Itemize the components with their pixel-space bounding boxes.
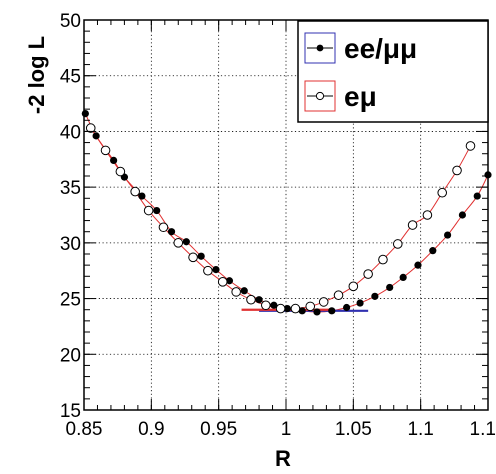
data-point-ee-mumu bbox=[298, 307, 306, 315]
data-point-ee-mumu bbox=[110, 156, 118, 164]
data-point-emu bbox=[130, 186, 140, 197]
data-point-ee-mumu bbox=[197, 252, 205, 260]
data-point-emu bbox=[85, 123, 96, 133]
data-point-ee-mumu bbox=[182, 238, 190, 246]
data-point-ee-mumu bbox=[212, 266, 220, 274]
x-tick-label: 1 bbox=[281, 419, 292, 440]
x-tick-labels: 0.85 0.9 0.95 1 1.05 1.1 1.15 bbox=[66, 419, 496, 440]
data-point-ee-mumu bbox=[399, 273, 407, 281]
y-tick-label: 20 bbox=[60, 345, 81, 366]
legend-entry-emu: eμ bbox=[304, 80, 377, 112]
data-point-emu bbox=[100, 145, 111, 156]
legend-label-ee-mumu: ee/μμ bbox=[344, 33, 417, 64]
data-point-emu bbox=[363, 269, 373, 279]
fit-curve-1 bbox=[90, 127, 471, 310]
data-point-emu bbox=[143, 205, 154, 216]
x-tick-label: 1.1 bbox=[407, 419, 433, 440]
data-point-ee-mumu bbox=[328, 307, 336, 315]
data-point-emu bbox=[188, 252, 198, 263]
data-point-ee-mumu bbox=[414, 261, 422, 269]
legend-marker-open bbox=[315, 91, 325, 101]
data-point-emu bbox=[158, 222, 169, 233]
data-point-ee-mumu bbox=[356, 299, 364, 307]
data-point-ee-mumu bbox=[313, 308, 321, 316]
data-point-ee-mumu bbox=[240, 287, 248, 295]
data-point-ee-mumu bbox=[270, 301, 278, 309]
data-point-ee-mumu bbox=[386, 283, 394, 292]
legend: ee/μμ eμ bbox=[297, 20, 489, 123]
legend-entry-ee-mumu: ee/μμ bbox=[304, 32, 417, 64]
y-tick-label: 40 bbox=[60, 122, 81, 143]
x-tick-label: 0.95 bbox=[200, 419, 237, 440]
y-tick-label: 35 bbox=[60, 178, 81, 199]
y-axis-title: -2 log L bbox=[24, 36, 49, 114]
data-point-ee-mumu bbox=[343, 303, 351, 312]
data-point-emu bbox=[465, 141, 476, 151]
data-point-emu bbox=[231, 287, 241, 297]
data-point-emu bbox=[173, 238, 184, 248]
data-point-emu bbox=[318, 297, 329, 307]
data-point-ee-mumu bbox=[225, 277, 234, 285]
data-point-emu bbox=[348, 281, 359, 292]
data-point-emu bbox=[115, 166, 126, 177]
data-point-emu bbox=[203, 265, 213, 276]
legend-marker-filled bbox=[316, 44, 324, 52]
y-tick-label: 15 bbox=[60, 401, 81, 422]
data-point-emu bbox=[217, 277, 228, 287]
data-point-ee-mumu bbox=[444, 231, 452, 239]
y-tick-label: 25 bbox=[60, 290, 81, 311]
x-tick-label: 1.15 bbox=[470, 419, 496, 440]
data-point-emu bbox=[422, 210, 433, 220]
data-point-ee-mumu bbox=[283, 305, 291, 313]
data-point-ee-mumu bbox=[473, 192, 481, 200]
data-point-ee-mumu bbox=[255, 296, 263, 304]
y-tick-labels: 15 20 25 30 35 40 45 50 bbox=[60, 11, 81, 422]
y-tick-label: 30 bbox=[60, 234, 81, 255]
y-tick-label: 50 bbox=[60, 11, 81, 32]
data-point-ee-mumu bbox=[458, 211, 467, 219]
x-tick-label: 1.05 bbox=[335, 419, 372, 440]
data-point-ee-mumu bbox=[153, 206, 161, 215]
x-axis-title: R bbox=[275, 446, 291, 471]
data-point-emu bbox=[378, 254, 388, 265]
data-point-ee-mumu bbox=[429, 247, 437, 255]
data-point-ee-mumu bbox=[92, 132, 100, 140]
data-point-emu bbox=[275, 303, 286, 314]
y-tick-label: 45 bbox=[60, 67, 81, 88]
data-points bbox=[81, 110, 492, 316]
data-point-emu bbox=[333, 290, 344, 301]
data-point-ee-mumu bbox=[371, 292, 379, 300]
data-point-ee-mumu bbox=[138, 192, 146, 200]
data-point-emu bbox=[452, 165, 462, 176]
legend-label-emu: eμ bbox=[344, 81, 377, 112]
data-point-ee-mumu bbox=[167, 228, 176, 236]
data-point-emu bbox=[246, 294, 256, 305]
data-point-emu bbox=[290, 303, 301, 314]
data-point-emu bbox=[305, 301, 316, 312]
data-point-emu bbox=[407, 220, 418, 230]
data-point-emu bbox=[437, 187, 448, 198]
x-tick-label: 0.9 bbox=[138, 419, 164, 440]
data-point-emu bbox=[261, 300, 271, 311]
x-tick-label: 0.85 bbox=[66, 419, 103, 440]
data-point-emu bbox=[392, 239, 403, 249]
data-point-ee-mumu bbox=[81, 110, 89, 118]
